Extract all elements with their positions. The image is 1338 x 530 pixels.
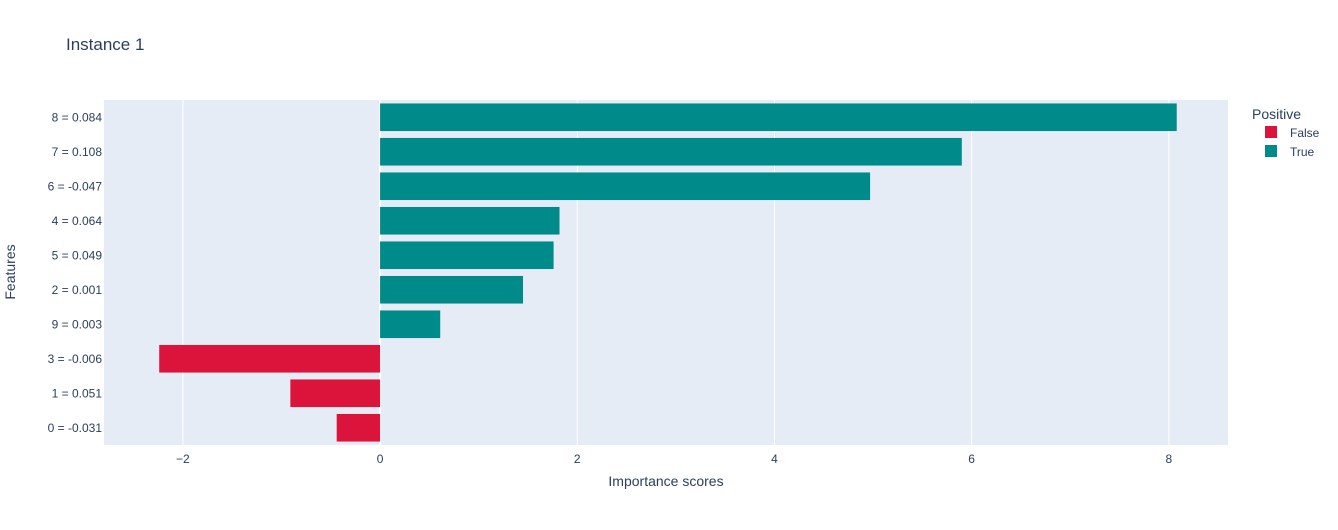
- y-tick-label: 3 = -0.006: [48, 352, 103, 366]
- y-tick-label: 1 = 0.051: [52, 386, 103, 400]
- bar-true: [380, 206, 560, 235]
- y-tick-label: 4 = 0.064: [52, 214, 103, 228]
- y-tick-label: 2 = 0.001: [52, 283, 103, 297]
- y-tick-label: 7 = 0.108: [52, 145, 103, 159]
- y-axis-title: Features: [2, 244, 18, 299]
- y-axis-tick-labels: 8 = 0.084 7 = 0.108 6 = -0.047 4 = 0.064 5 =…: [48, 110, 103, 435]
- legend-title: Positive: [1252, 106, 1301, 122]
- y-tick-label: 6 = -0.047: [48, 179, 103, 193]
- bar-false: [159, 344, 381, 373]
- x-tick-label: 4: [771, 452, 778, 466]
- chart-title: Instance 1: [66, 35, 144, 54]
- x-axis-title: Importance scores: [608, 473, 723, 489]
- x-tick-label: 2: [574, 452, 581, 466]
- legend-swatch-true[interactable]: [1265, 145, 1277, 157]
- x-tick-label: 8: [1165, 452, 1172, 466]
- bar-false: [290, 379, 381, 408]
- y-tick-label: 0 = -0.031: [48, 421, 103, 435]
- legend-item-true[interactable]: True: [1290, 145, 1315, 159]
- y-tick-label: 5 = 0.049: [52, 248, 103, 262]
- x-tick-label: 6: [968, 452, 975, 466]
- bar-true: [380, 103, 1177, 132]
- bar-true: [380, 310, 441, 339]
- y-tick-label: 9 = 0.003: [52, 317, 103, 331]
- legend-swatch-false[interactable]: [1265, 126, 1277, 138]
- bar-true: [380, 172, 871, 201]
- bars: [159, 103, 1177, 442]
- bar-true: [380, 275, 524, 304]
- legend: Positive False True: [1252, 106, 1320, 159]
- x-tick-label: 0: [377, 452, 384, 466]
- x-tick-label: −2: [176, 452, 190, 466]
- legend-item-false[interactable]: False: [1290, 126, 1320, 140]
- bar-true: [380, 241, 554, 270]
- bar-false: [336, 413, 381, 442]
- bar-true: [380, 137, 962, 166]
- x-axis-tick-labels: −2 0 2 4 6 8: [176, 452, 1172, 466]
- y-tick-label: 8 = 0.084: [52, 110, 103, 124]
